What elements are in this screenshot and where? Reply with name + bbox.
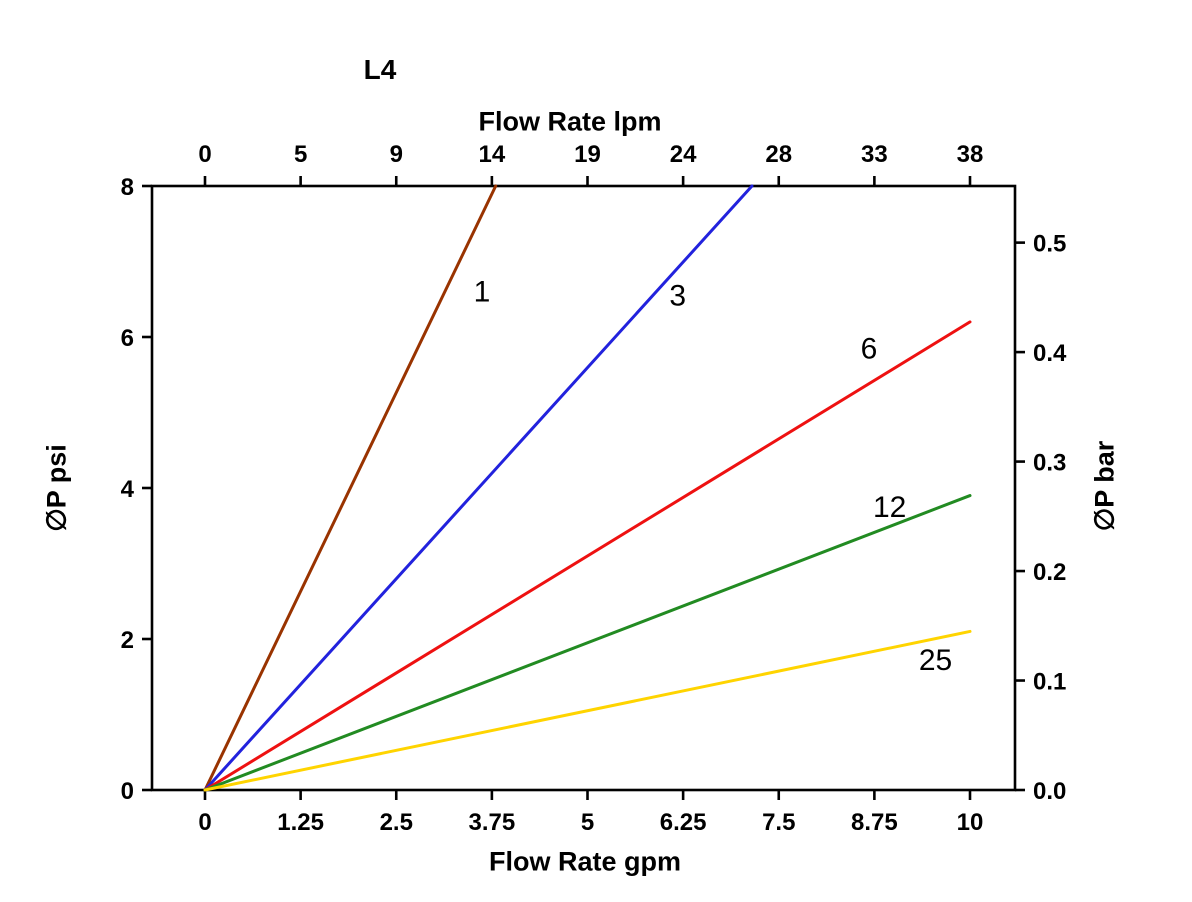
x-tick-label-bottom: 7.5 [762,809,795,836]
plot-border [150,184,1017,792]
x-tick-label-top: 24 [670,141,697,168]
x-tick-label-top: 9 [390,141,403,168]
y-tick-label-right: 0.2 [1033,559,1066,586]
x-tick-label-bottom: 3.75 [469,809,516,836]
series-label-25: 25 [919,644,952,677]
x-tick-label-top: 0 [198,141,211,168]
x-tick-label-top: 28 [765,141,792,168]
x-tick-label-bottom: 8.75 [851,809,898,836]
series-line-1 [203,184,498,792]
chart-title: L4 [363,54,397,85]
y-tick-label-right: 0.4 [1033,340,1067,367]
x-tick-label-top: 14 [479,141,506,168]
y-tick-label-left: 6 [121,325,134,352]
x-tick-label-bottom: 6.25 [660,809,707,836]
series-line-25 [203,629,972,792]
x-tick-label-top: 19 [574,141,601,168]
x-tick-label-bottom: 2.5 [380,809,413,836]
y-tick-label-right: 0.1 [1033,669,1066,696]
x-tick-label-bottom: 5 [581,809,594,836]
y-tick-label-left: 8 [121,174,134,201]
series-label-1: 1 [474,276,491,309]
series-label-12: 12 [873,491,906,524]
y-tick-label-right: 0.5 [1033,231,1066,258]
series-line-6 [203,320,972,792]
y-tick-label-right: 0.0 [1033,778,1066,805]
y-tick-label-left: 0 [121,778,134,805]
y-tick-label-right: 0.3 [1033,450,1066,477]
x-tick-label-bottom: 10 [957,809,984,836]
x-tick-label-bottom: 0 [198,809,211,836]
bottom-axis-title: Flow Rate gpm [488,846,682,877]
series-label-6: 6 [861,332,878,365]
x-tick-label-top: 5 [294,141,307,168]
y-tick-label-left: 4 [121,476,135,503]
series-line-3 [203,184,754,792]
x-tick-label-top: 38 [957,141,984,168]
top-axis-title: Flow Rate lpm [478,106,662,137]
series-line-12 [203,494,972,792]
series-label-3: 3 [669,279,686,312]
x-tick-label-bottom: 1.25 [277,809,324,836]
y-tick-label-left: 2 [121,627,134,654]
x-tick-label-top: 33 [861,141,888,168]
